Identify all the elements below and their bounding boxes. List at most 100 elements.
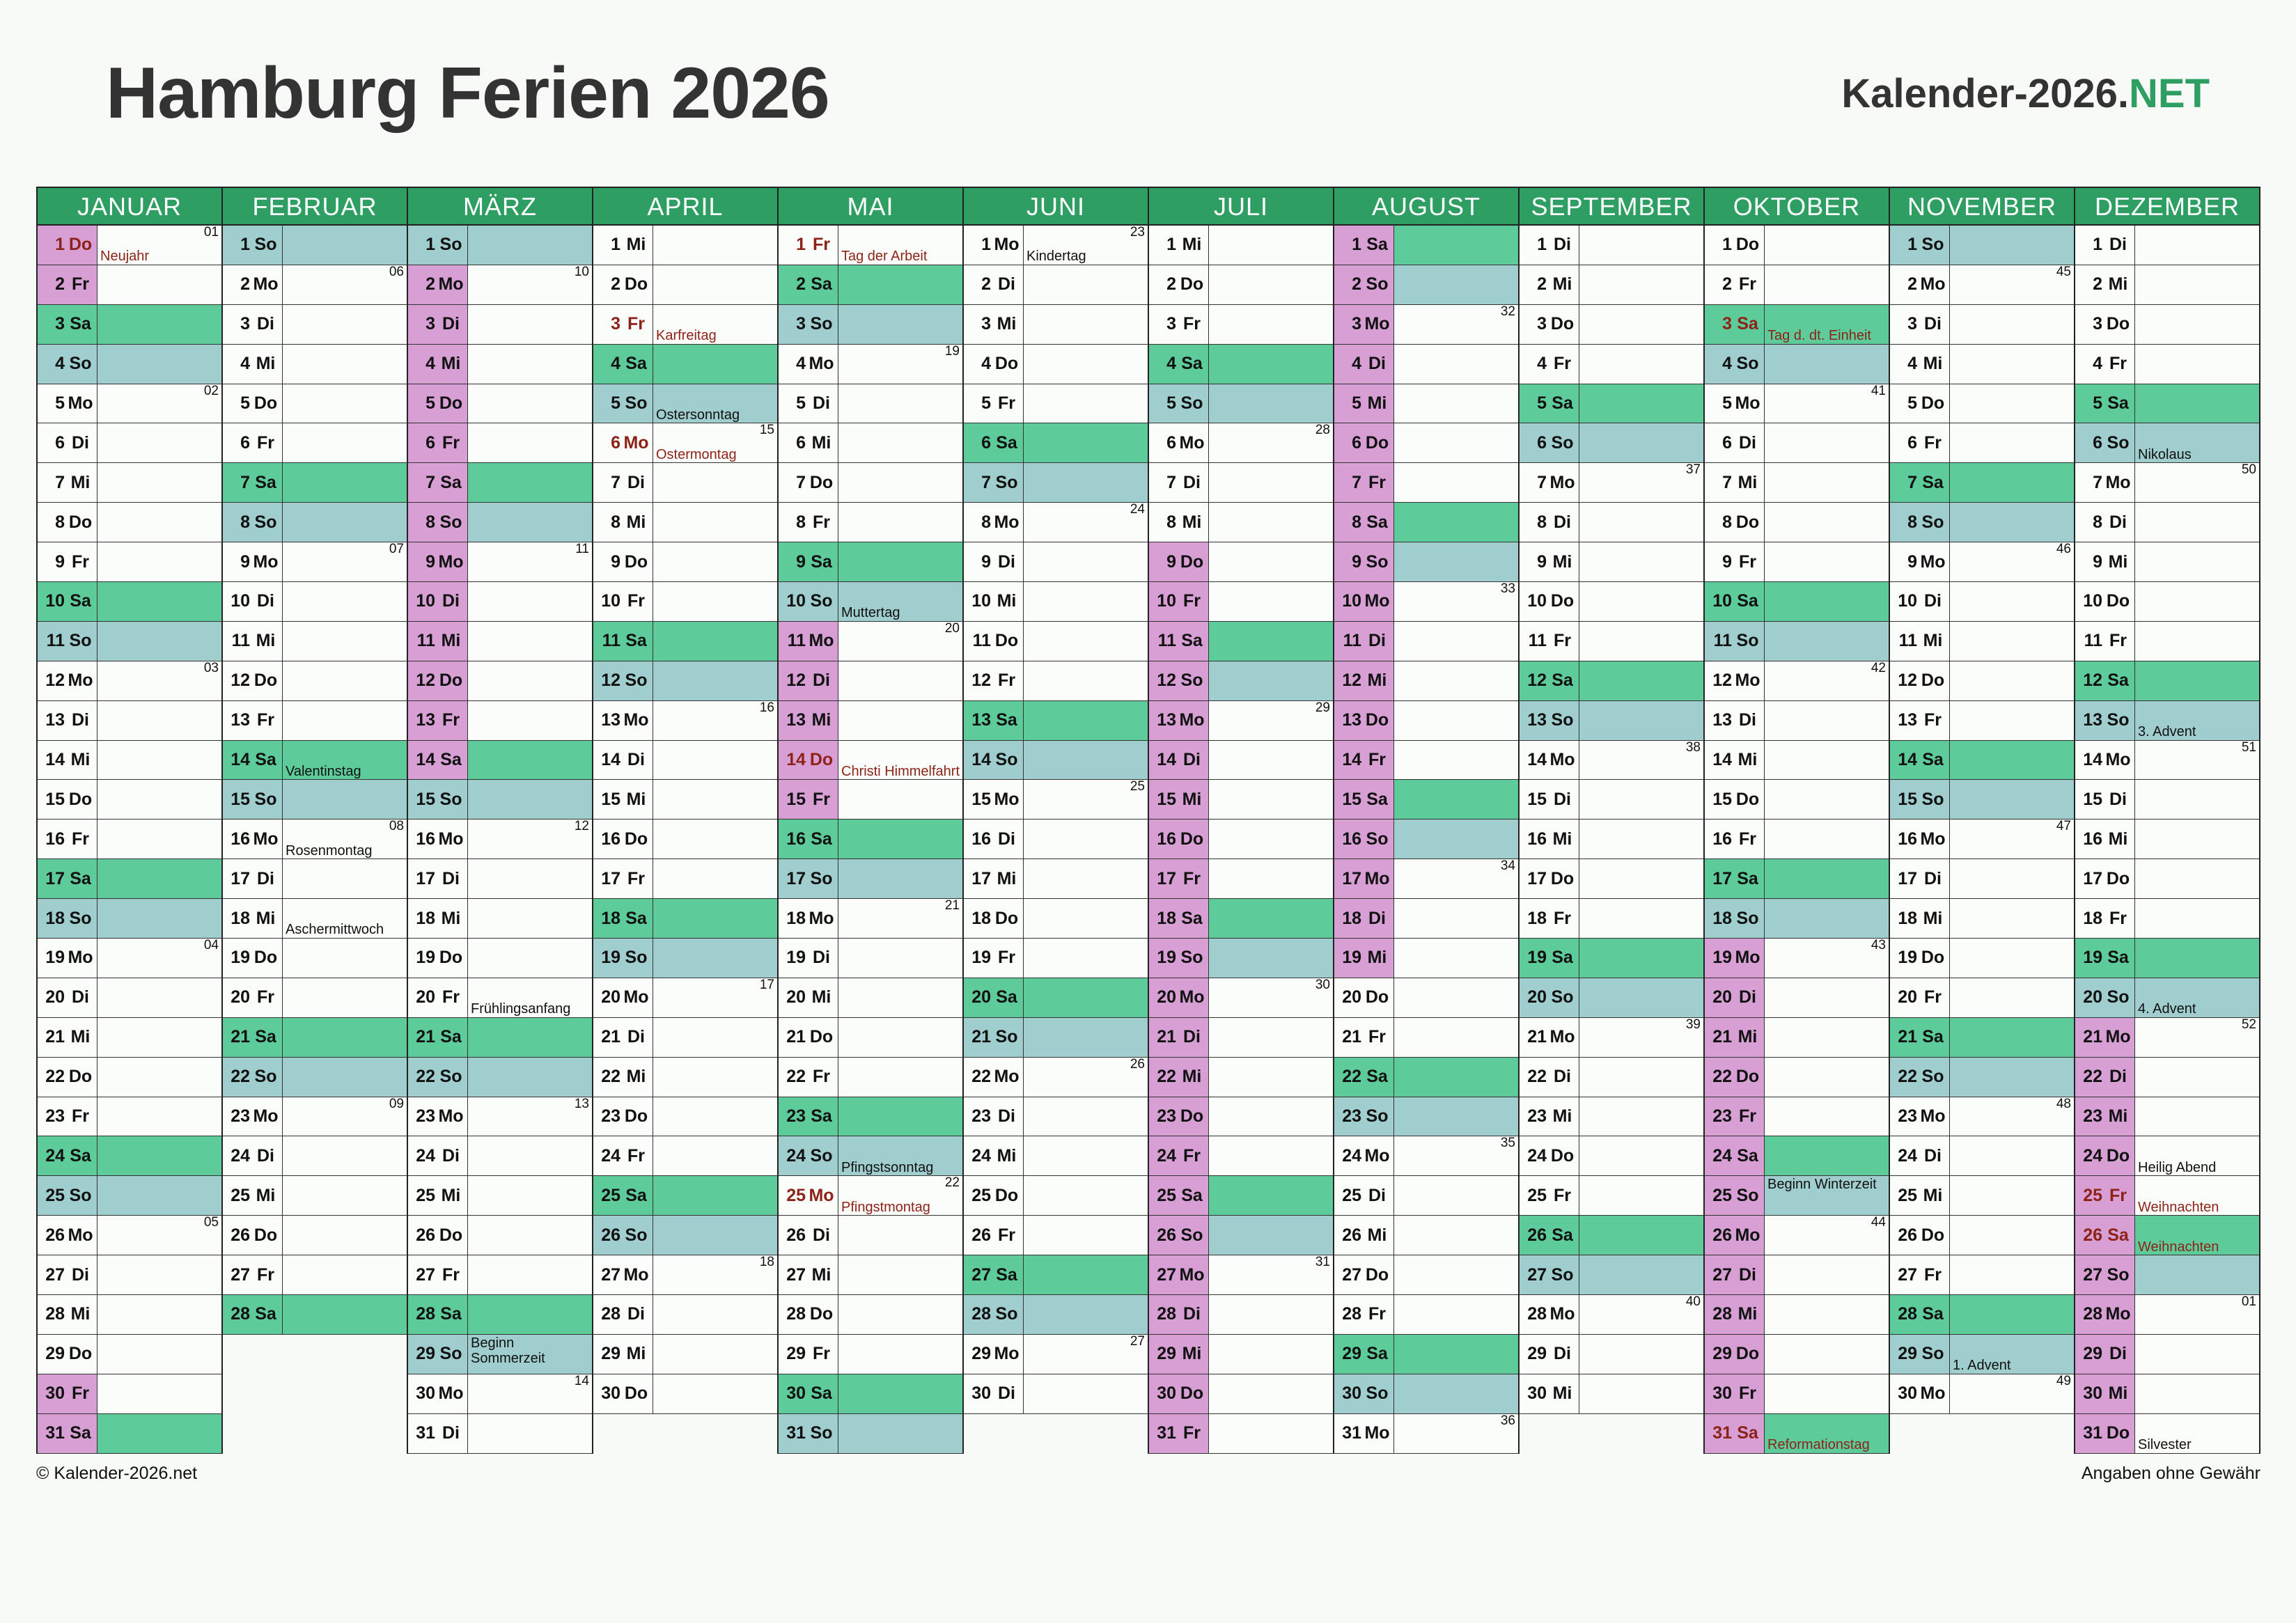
note-cell[interactable] [283,1017,407,1057]
day-cell[interactable]: 17 So [779,859,838,899]
day-cell[interactable]: 30 Mo [1890,1374,1950,1413]
day-cell[interactable]: 22 Mo [964,1057,1024,1097]
note-cell[interactable]: 40 [1579,1295,1703,1334]
note-cell[interactable] [1394,1097,1518,1136]
note-cell[interactable] [653,740,777,780]
day-cell[interactable]: 4 Mo [779,344,838,384]
day-cell[interactable]: 22 Mi [593,1057,653,1097]
day-cell[interactable]: 26 Do [408,1216,468,1255]
note-cell[interactable] [1394,621,1518,661]
note-cell[interactable] [838,1097,962,1136]
day-cell[interactable]: 16 Mo [408,820,468,859]
day-cell[interactable]: 11 Mo [779,621,838,661]
day-cell[interactable]: 29 Do [1705,1334,1765,1374]
day-cell[interactable]: 15 Fr [779,780,838,820]
day-cell[interactable]: 20 Di [1705,978,1765,1017]
note-cell[interactable] [1024,423,1148,463]
day-cell[interactable]: 15 So [1890,780,1950,820]
note-cell[interactable] [468,1255,592,1295]
note-cell[interactable] [1024,621,1148,661]
day-cell[interactable]: 23 Do [1149,1097,1209,1136]
note-cell[interactable] [2135,503,2259,542]
note-cell[interactable] [468,304,592,344]
day-cell[interactable]: 6 Fr [408,423,468,463]
note-cell[interactable] [468,899,592,939]
day-cell[interactable]: 9 Fr [1705,542,1765,582]
note-cell[interactable] [1394,700,1518,740]
day-cell[interactable]: 1 Di [1520,226,1579,265]
day-cell[interactable]: 3 Mo [1334,304,1394,344]
note-cell[interactable] [468,1295,592,1334]
note-cell[interactable] [1024,978,1148,1017]
note-cell[interactable] [1950,939,2074,978]
day-cell[interactable]: 15 Sa [1334,780,1394,820]
day-cell[interactable]: 20 Mo [1149,978,1209,1017]
day-cell[interactable]: 29 Di [1520,1334,1579,1374]
day-cell[interactable]: 2 Fr [1705,265,1765,304]
note-cell[interactable] [1209,740,1333,780]
note-cell[interactable]: Weihnachten [2135,1176,2259,1216]
day-cell[interactable]: 28 Mi [38,1295,97,1334]
day-cell[interactable]: 16 Mo [223,820,283,859]
day-cell[interactable]: 12 Do [1890,661,1950,700]
day-cell[interactable]: 15 Di [1520,780,1579,820]
day-cell[interactable]: 3 Fr [1149,304,1209,344]
day-cell[interactable]: 27 Do [1334,1255,1394,1295]
day-cell[interactable]: 5 Mi [1334,384,1394,423]
note-cell[interactable] [97,859,221,899]
day-cell[interactable]: 21 Sa [408,1017,468,1057]
note-cell[interactable] [838,1017,962,1057]
note-cell[interactable]: 49 [1950,1374,2074,1413]
day-cell[interactable]: 23 Do [593,1097,653,1136]
note-cell[interactable] [468,661,592,700]
note-cell[interactable] [468,1136,592,1176]
note-cell[interactable]: 17 [653,978,777,1017]
day-cell[interactable]: 9 Sa [779,542,838,582]
note-cell[interactable] [1394,978,1518,1017]
day-cell[interactable]: 19 Sa [2075,939,2135,978]
day-cell[interactable]: 20 Sa [964,978,1024,1017]
note-cell[interactable] [283,582,407,621]
note-cell[interactable] [838,542,962,582]
note-cell[interactable] [1209,1216,1333,1255]
note-cell[interactable]: 23 Kindertag [1024,226,1148,265]
day-cell[interactable]: 29 So [408,1334,468,1374]
day-cell[interactable]: 22 So [408,1057,468,1097]
note-cell[interactable] [1950,661,2074,700]
day-cell[interactable]: 6 Di [38,423,97,463]
note-cell[interactable]: 01 [2135,1295,2259,1334]
day-cell[interactable]: 11 So [1705,621,1765,661]
day-cell[interactable]: 6 Sa [964,423,1024,463]
note-cell[interactable] [838,304,962,344]
note-cell[interactable] [97,1255,221,1295]
day-cell[interactable]: 24 Fr [1149,1136,1209,1176]
note-cell[interactable] [468,700,592,740]
note-cell[interactable] [1950,899,2074,939]
note-cell[interactable] [1579,939,1703,978]
note-cell[interactable] [2135,1374,2259,1413]
note-cell[interactable] [1950,859,2074,899]
note-cell[interactable]: 1. Advent [1950,1334,2074,1374]
note-cell[interactable] [1765,1097,1889,1136]
note-cell[interactable] [1579,859,1703,899]
note-cell[interactable]: 01 Neujahr [97,226,221,265]
day-cell[interactable]: 10 Fr [1149,582,1209,621]
note-cell[interactable] [97,463,221,503]
day-cell[interactable]: 2 Do [593,265,653,304]
day-cell[interactable]: 20 Do [1334,978,1394,1017]
day-cell[interactable]: 27 Di [1705,1255,1765,1295]
day-cell[interactable]: 10 Mi [964,582,1024,621]
day-cell[interactable]: 28 Mo [1520,1295,1579,1334]
day-cell[interactable]: 26 Mi [1334,1216,1394,1255]
note-cell[interactable] [653,1216,777,1255]
day-cell[interactable]: 15 So [408,780,468,820]
day-cell[interactable]: 4 Mi [223,344,283,384]
note-cell[interactable] [1024,304,1148,344]
day-cell[interactable]: 25 Sa [593,1176,653,1216]
note-cell[interactable] [1765,621,1889,661]
day-cell[interactable]: 14 Sa [223,740,283,780]
note-cell[interactable]: Pfingstsonntag [838,1136,962,1176]
day-cell[interactable]: 19 Do [408,939,468,978]
day-cell[interactable]: 23 Mi [1520,1097,1579,1136]
note-cell[interactable] [1579,1334,1703,1374]
